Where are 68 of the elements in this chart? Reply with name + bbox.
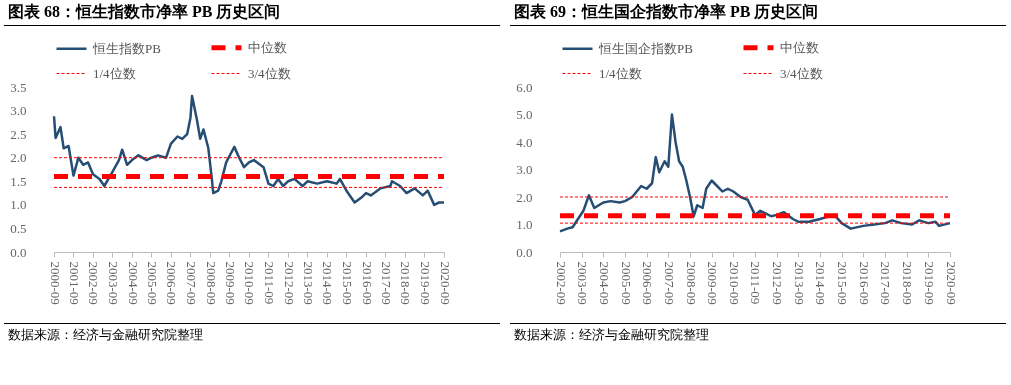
y-tick-label: 2.0 [516, 189, 533, 205]
legend-label: 恒生国企指数PB [598, 40, 694, 56]
x-tick-label: 2013-09 [300, 261, 316, 305]
y-tick-label: 0.0 [10, 244, 27, 260]
y-tick-label: 3.0 [10, 103, 27, 119]
x-tick-label: 2000-09 [47, 261, 63, 305]
legend-label: 3/4位数 [248, 65, 291, 81]
chart-title: 图表 68：恒生指数市净率 PB 历史区间 [4, 0, 500, 26]
x-tick-label: 2008-09 [683, 261, 699, 305]
x-tick-label: 2020-09 [943, 261, 959, 305]
x-tick-label: 2006-09 [164, 261, 180, 305]
x-tick-label: 2016-09 [856, 261, 872, 305]
x-tick-label: 2018-09 [398, 261, 414, 305]
x-tick-label: 2012-09 [770, 261, 786, 305]
x-tick-label: 2014-09 [320, 261, 336, 305]
x-tick-label: 2005-09 [618, 261, 634, 305]
y-tick-label: 2.0 [10, 150, 27, 166]
x-tick-label: 2003-09 [105, 261, 121, 305]
x-tick-label: 2010-09 [242, 261, 258, 305]
x-tick-label: 2016-09 [359, 261, 375, 305]
legend-label: 恒生指数PB [92, 40, 162, 56]
y-tick-label: 1.0 [516, 217, 533, 232]
x-tick-label: 2010-09 [726, 261, 742, 305]
y-tick-label: 5.0 [516, 107, 533, 122]
x-tick-label: 2013-09 [791, 261, 807, 305]
x-tick-label: 2003-09 [575, 261, 591, 305]
x-tick-label: 2008-09 [203, 261, 219, 305]
line-series [52, 94, 446, 207]
x-tick-label: 2015-09 [339, 261, 355, 305]
x-tick-label: 2011-09 [261, 261, 277, 305]
y-tick-label: 2.5 [10, 126, 27, 142]
x-tick-label: 2017-09 [378, 261, 394, 305]
legend-label: 1/4位数 [599, 65, 642, 81]
x-tick-label: 2018-09 [900, 261, 916, 305]
x-tick-label: 2001-09 [66, 261, 82, 305]
x-tick-label: 2004-09 [125, 261, 141, 305]
x-tick-label: 2009-09 [705, 261, 721, 305]
x-tick-label: 2020-09 [437, 261, 453, 305]
y-tick-label: 0.5 [10, 220, 27, 236]
x-tick-label: 2014-09 [813, 261, 829, 305]
y-tick-label: 0.0 [516, 244, 533, 260]
chart-title: 图表 69：恒生国企指数市净率 PB 历史区间 [510, 0, 1006, 26]
x-tick-label: 2007-09 [183, 261, 199, 305]
legend-label: 中位数 [780, 39, 819, 55]
x-tick-label: 2004-09 [596, 261, 612, 305]
x-tick-label: 2019-09 [921, 261, 937, 305]
x-tick-label: 2007-09 [661, 261, 677, 305]
y-tick-label: 1.0 [10, 197, 27, 213]
x-tick-label: 2011-09 [748, 261, 764, 305]
x-tick-label: 2015-09 [835, 261, 851, 305]
x-tick-label: 2002-09 [86, 261, 102, 305]
y-tick-label: 6.0 [516, 79, 533, 95]
source-note: 数据来源：经济与金融研究院整理 [510, 323, 1006, 346]
x-tick-label: 2006-09 [640, 261, 656, 305]
y-tick-label: 3.5 [10, 79, 27, 95]
legend-label: 3/4位数 [780, 65, 823, 81]
x-tick-label: 2017-09 [878, 261, 894, 305]
x-tick-label: 2009-09 [222, 261, 238, 305]
y-tick-label: 1.5 [10, 173, 27, 189]
legend-label: 中位数 [248, 39, 287, 55]
x-tick-label: 2019-09 [417, 261, 433, 305]
x-tick-label: 2012-09 [281, 261, 297, 305]
y-tick-label: 3.0 [516, 162, 533, 177]
source-note: 数据来源：经济与金融研究院整理 [4, 323, 500, 346]
legend-label: 1/4位数 [93, 65, 136, 81]
y-tick-label: 4.0 [516, 134, 533, 150]
x-tick-label: 2005-09 [144, 261, 160, 305]
x-tick-label: 2002-09 [553, 261, 569, 305]
